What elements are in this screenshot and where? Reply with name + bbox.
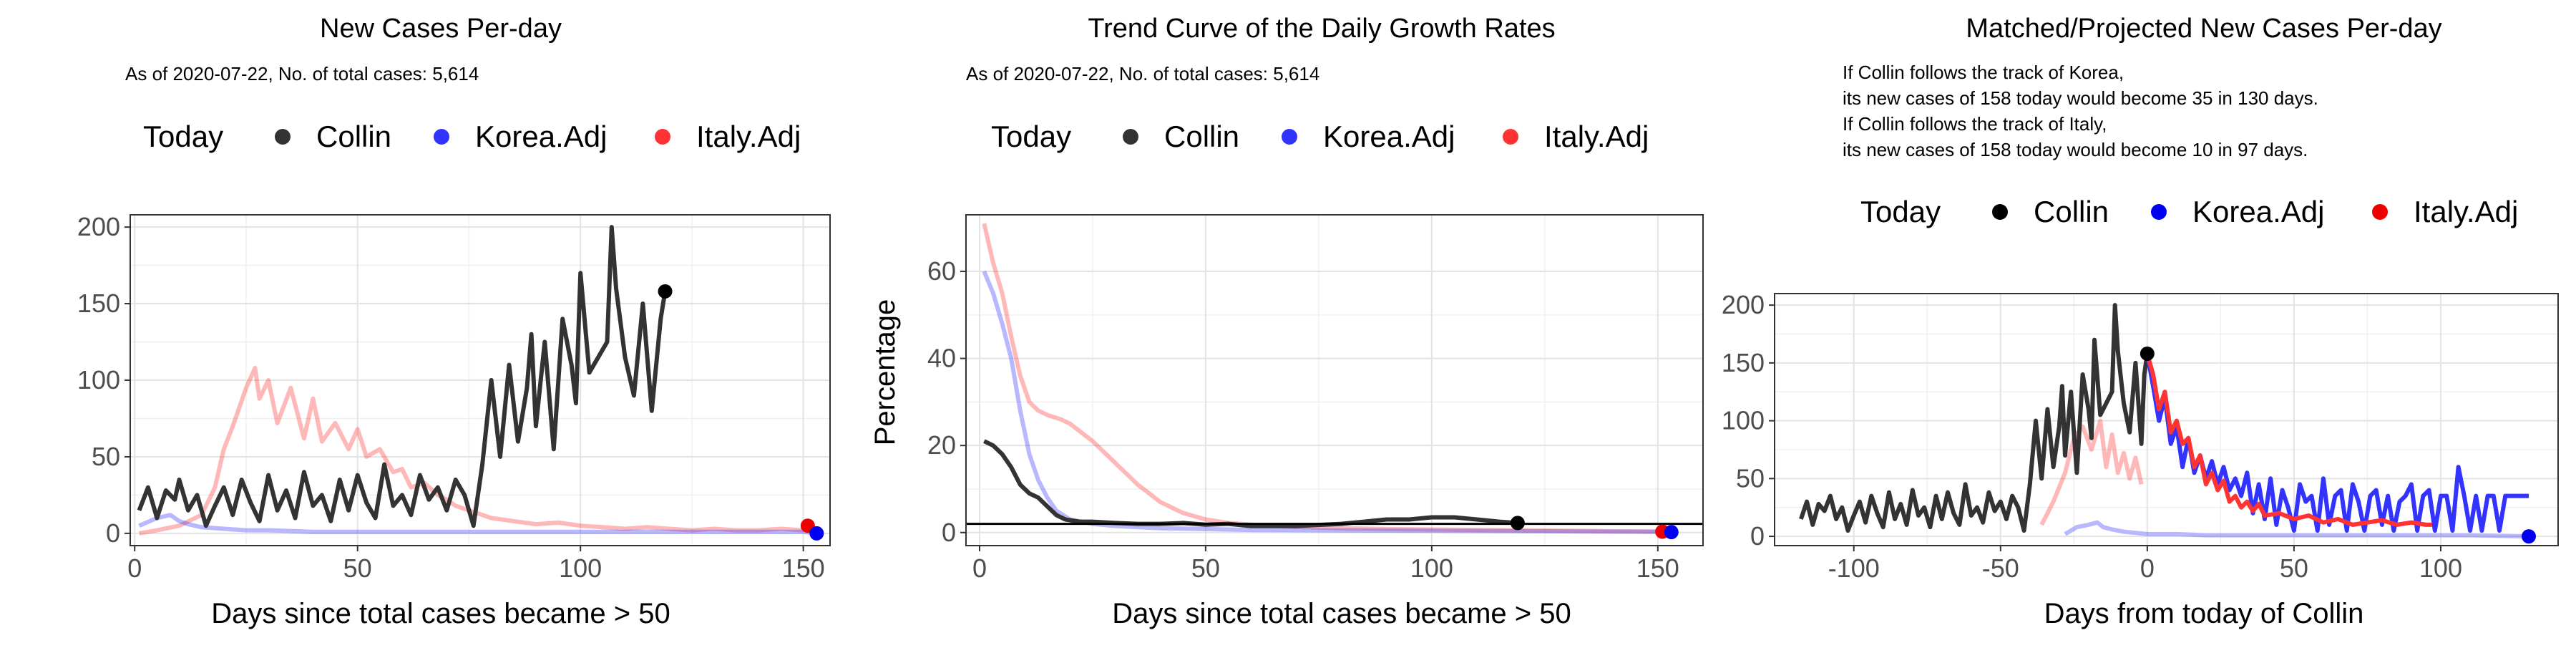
chart-subtitle: As of 2020-07-22, No. of total cases: 5,… [125,63,479,84]
today-point-collin [658,284,673,299]
y-tick-label: 150 [77,289,120,318]
plot-area: 0 50 100 150 0 20 40 60 [927,214,1704,583]
x-tick-label: 150 [782,553,825,583]
chart-subtitle-line: If Collin follows the track of Italy, [1843,113,2107,135]
plot-area: 0 50 100 150 0 50 100 150 200 [77,212,831,583]
y-tick-label: 60 [927,256,956,286]
legend-key-italy-adj [1503,129,1518,145]
y-axis-label: Percentage [869,299,901,446]
chart-subtitle-line: its new cases of 158 today would become … [1843,139,2308,160]
series-line-italy-adj [982,223,1667,534]
x-tick-label: 0 [972,553,987,583]
x-axis-label: Days since total cases became > 50 [1112,598,1571,629]
y-tick-label: 100 [77,365,120,395]
panel-growth-rates: Trend Curve of the Daily Growth Rates As… [869,14,1704,629]
x-tick-label: -100 [1828,553,1880,583]
x-tick-label: 150 [1636,553,1679,583]
x-axis-label: Days from today of Collin [2044,598,2364,629]
chart-title: Trend Curve of the Daily Growth Rates [1088,14,1555,44]
series-line-italy-adj-projected [2145,353,2432,527]
legend-label: Italy.Adj [1544,120,1649,153]
y-tick-label: 150 [1722,348,1765,377]
legend-label: Korea.Adj [1323,120,1455,153]
y-tick-label: 100 [1722,406,1765,435]
legend-label: Collin [2034,195,2109,228]
x-tick-label: -50 [1982,553,2019,583]
plot-border [965,214,1704,546]
x-tick-label: 50 [2280,553,2308,583]
legend-label: Italy.Adj [2414,195,2518,228]
legend-label: Collin [316,120,391,153]
y-tick-label: 200 [1722,290,1765,319]
x-tick-label: 0 [2140,553,2155,583]
legend: Today Collin Korea.Adj Italy.Adj [991,120,1649,153]
plot-border [130,214,831,546]
panel-new-cases: New Cases Per-day As of 2020-07-22, No. … [77,14,831,629]
plot-area: -100 -50 0 50 100 0 50 100 150 200 [1722,290,2559,583]
plot-background [966,215,1703,546]
series-line-korea-adj [2064,520,2529,539]
legend-key-korea-adj [434,129,449,145]
legend-key-korea-adj [2151,204,2167,220]
series-line-korea-adj [138,513,817,536]
y-tick-label: 0 [1750,521,1765,551]
y-tick-label: 50 [92,442,120,471]
x-tick-label: 0 [127,553,142,583]
y-tick-label: 50 [1736,463,1765,493]
x-tick-label: 50 [1191,553,1220,583]
today-point-korea-adj [1664,525,1679,540]
legend-title: Today [143,120,223,153]
legend-label: Italy.Adj [696,120,801,153]
chart-title: New Cases Per-day [320,14,562,44]
chart-title: Matched/Projected New Cases Per-day [1966,14,2441,44]
today-point-collin [1510,516,1525,531]
legend: Today Collin Korea.Adj Italy.Adj [143,120,801,153]
plot-border [1774,293,2559,546]
x-tick-label: 100 [559,553,602,583]
today-point-korea-adj [809,526,824,541]
legend-label: Collin [1164,120,1239,153]
chart-subtitle: As of 2020-07-22, No. of total cases: 5,… [966,63,1319,84]
legend-key-collin [1123,129,1138,145]
series-line-collin [137,225,668,528]
series-line-collin [1799,303,2150,533]
series-line-italy-adj [2039,418,2144,526]
legend-key-italy-adj [2372,204,2388,220]
today-point-collin [2140,346,2155,361]
chart-subtitle-line: its new cases of 158 today would become … [1843,87,2318,109]
y-tick-label: 20 [927,430,956,460]
x-tick-label: 50 [343,553,372,583]
legend-label: Korea.Adj [475,120,607,153]
x-tick-label: 100 [2419,553,2462,583]
legend-key-collin [1992,204,2008,220]
panel-matched-projected: Matched/Projected New Cases Per-day If C… [1722,14,2559,629]
legend-key-collin [275,129,291,145]
series-line-italy-adj [138,365,804,536]
legend-title: Today [991,120,1071,153]
today-point-korea-adj [2521,529,2536,544]
x-tick-label: 100 [1410,553,1453,583]
chart-subtitle-line: If Collin follows the track of Korea, [1843,62,2124,83]
legend-key-italy-adj [655,129,670,145]
legend-key-korea-adj [1282,129,1297,145]
y-tick-label: 200 [77,212,120,241]
legend: Today Collin Korea.Adj Italy.Adj [1860,195,2518,228]
legend-title: Today [1860,195,1941,228]
series-line-korea-adj-projected [2145,353,2529,533]
legend-label: Korea.Adj [2192,195,2324,228]
y-tick-label: 0 [106,518,120,548]
y-tick-label: 40 [927,344,956,373]
y-tick-label: 0 [942,518,956,547]
x-axis-label: Days since total cases became > 50 [211,598,670,629]
